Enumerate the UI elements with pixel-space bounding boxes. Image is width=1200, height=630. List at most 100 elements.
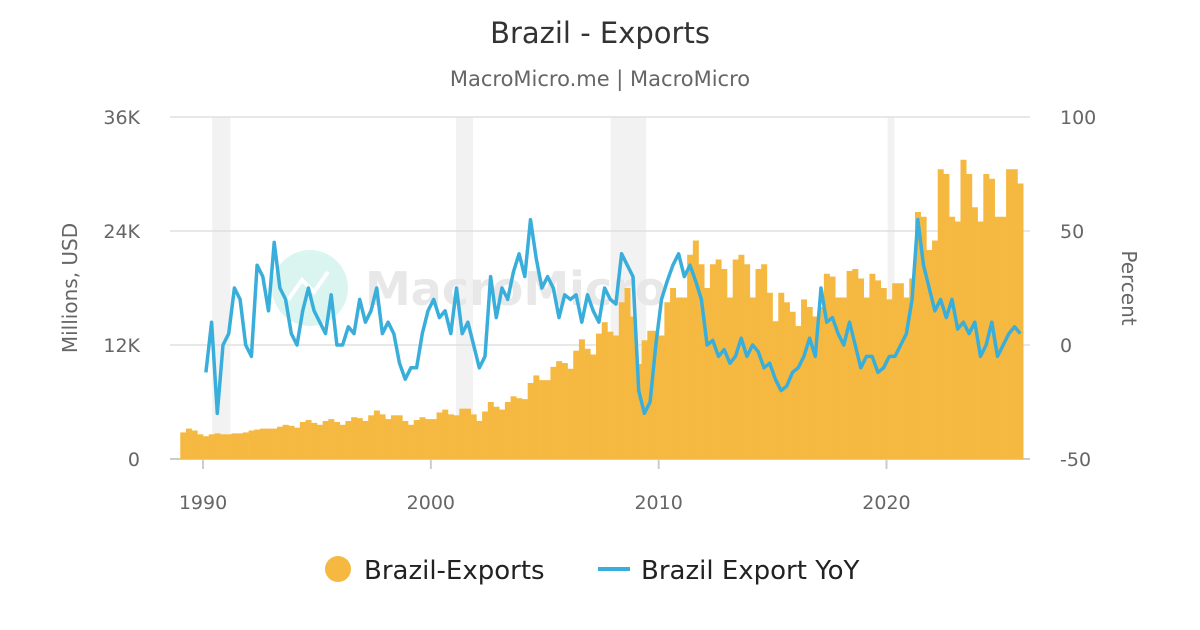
exports-bar [709,264,716,459]
exports-bar [806,307,813,459]
exports-bar [698,264,705,459]
exports-bar [823,273,830,459]
exports-bar [721,269,728,459]
exports-bar [191,430,198,459]
exports-bar [242,432,249,459]
exports-bar [328,419,335,459]
exports-bar [299,421,306,459]
exports-bar [231,433,238,459]
exports-bar [305,420,312,459]
legend-item-yoy[interactable]: Brazil Export YoY [598,556,860,586]
exports-bar [618,302,625,459]
exports-bar [442,409,449,459]
exports-bar [334,421,341,459]
left-tick-label: 0 [128,449,140,471]
exports-bar [852,269,859,459]
exports-bar [453,415,460,459]
exports-bar [704,288,711,459]
exports-bar [504,402,511,459]
exports-bar [880,288,887,459]
exports-bar [692,240,699,459]
exports-bar [840,297,847,459]
exports-bar [465,408,472,459]
exports-bar [1000,216,1007,459]
exports-bar [408,424,415,459]
exports-bar [487,402,494,459]
exports-bar [652,330,659,459]
left-tick-label: 24K [103,221,140,243]
exports-bar [482,411,489,459]
exports-bar [578,339,585,459]
exports-bar [544,380,551,459]
exports-bar [556,361,563,459]
exports-bar [254,429,261,459]
exports-bar [220,434,227,459]
exports-bar [789,311,796,459]
exports-bar [436,412,443,459]
exports-bar [493,406,500,459]
exports-bar [1017,183,1024,459]
exports-bar [749,297,756,459]
watermark: MacroMicro [272,250,666,326]
exports-bar [983,174,990,459]
legend-exports-label: Brazil-Exports [364,556,545,586]
exports-bar [681,297,688,459]
exports-bar [909,278,916,459]
recession-band [887,117,895,459]
exports-bar [863,297,870,459]
exports-bar [732,259,739,459]
exports-bar [510,396,517,459]
exports-bar [607,331,614,459]
exports-bar [470,414,477,459]
left-axis-label: Millions, USD [58,223,82,353]
exports-bar [994,216,1001,459]
exports-bar [499,409,506,459]
exports-bar [886,299,893,459]
exports-bar [316,424,323,459]
exports-bar [311,422,318,459]
exports-bar [829,276,836,459]
exports-bar [265,428,272,459]
right-axis-label: Percent [1117,250,1141,325]
right-tick-label: -50 [1060,449,1091,471]
exports-bar [430,419,437,459]
exports-bar [385,419,392,459]
exports-bar [527,383,534,459]
exports-bar [561,363,568,459]
exports-bar [459,408,466,459]
exports-bar [744,264,751,459]
right-tick-label: 100 [1060,107,1096,129]
exports-bar [539,380,546,459]
yoy-line [204,217,1022,416]
x-tick-label: 2020 [862,492,910,514]
watermark-logo-line [286,270,330,302]
right-tick-label: 50 [1060,221,1084,243]
exports-bar [766,292,773,459]
exports-bar [818,307,825,459]
exports-bar [521,399,528,459]
recession-band [455,117,473,459]
exports-bar [949,216,956,459]
exports-bar [425,419,432,459]
chart-title: Brazil - Exports [490,16,710,50]
exports-bar [203,436,210,459]
exports-bar [738,254,745,459]
exports-bar [812,316,819,459]
exports-bar [601,322,608,459]
exports-bar [362,421,369,459]
exports-bar [533,375,540,459]
exports-bar [977,221,984,459]
exports-bar [339,424,346,459]
legend-exports-marker-icon [325,556,351,582]
exports-bar [248,430,255,459]
exports-bar [550,366,557,459]
exports-bar [755,269,762,459]
exports-bar [675,297,682,459]
legend-item-exports[interactable]: Brazil-Exports [325,556,545,586]
exports-bar [282,424,289,459]
exports-bar [1011,169,1018,459]
recession-band [212,117,231,459]
exports-bar [778,292,785,459]
